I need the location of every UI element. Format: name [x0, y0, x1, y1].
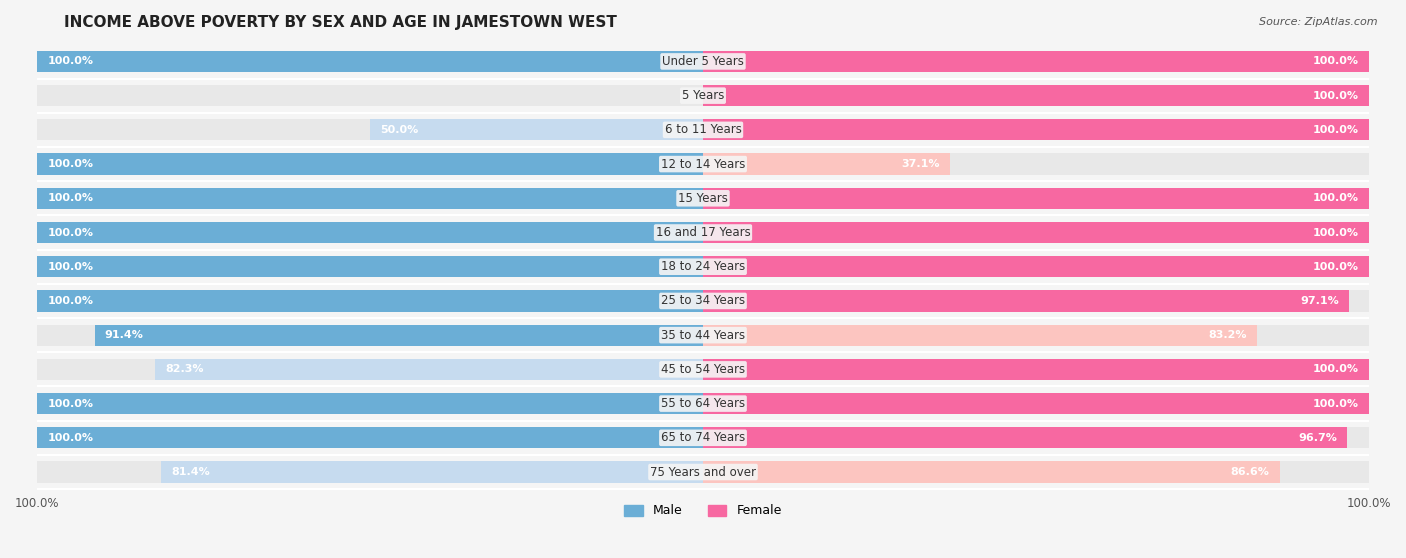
Bar: [703, 153, 950, 175]
Text: 100.0%: 100.0%: [48, 228, 93, 238]
Text: 75 Years and over: 75 Years and over: [650, 465, 756, 479]
Bar: [37, 85, 703, 106]
Bar: [37, 290, 703, 311]
Text: 15 Years: 15 Years: [678, 192, 728, 205]
Text: 100.0%: 100.0%: [1313, 398, 1358, 408]
Text: 86.6%: 86.6%: [1230, 467, 1270, 477]
Text: 18 to 24 Years: 18 to 24 Years: [661, 260, 745, 273]
Text: 97.1%: 97.1%: [1301, 296, 1340, 306]
Text: 100.0%: 100.0%: [48, 193, 93, 203]
Bar: [703, 393, 1369, 414]
Bar: [37, 222, 703, 243]
Bar: [37, 119, 703, 141]
Text: 100.0%: 100.0%: [48, 398, 93, 408]
Bar: [703, 359, 1369, 380]
Bar: [703, 119, 1369, 141]
Text: 16 and 17 Years: 16 and 17 Years: [655, 226, 751, 239]
Text: 100.0%: 100.0%: [48, 56, 93, 66]
Bar: [37, 222, 703, 243]
Bar: [703, 325, 1369, 346]
Text: 100.0%: 100.0%: [1313, 364, 1358, 374]
Text: 6 to 11 Years: 6 to 11 Years: [665, 123, 741, 136]
Bar: [703, 290, 1350, 311]
Bar: [37, 51, 703, 72]
Bar: [703, 393, 1369, 414]
Text: 100.0%: 100.0%: [1313, 228, 1358, 238]
Bar: [37, 256, 703, 277]
Text: 100.0%: 100.0%: [1313, 262, 1358, 272]
Text: 65 to 74 Years: 65 to 74 Years: [661, 431, 745, 444]
Bar: [370, 119, 703, 141]
Bar: [703, 51, 1369, 72]
Bar: [703, 325, 1257, 346]
Text: INCOME ABOVE POVERTY BY SEX AND AGE IN JAMESTOWN WEST: INCOME ABOVE POVERTY BY SEX AND AGE IN J…: [63, 15, 617, 30]
Text: 100.0%: 100.0%: [48, 296, 93, 306]
Bar: [703, 256, 1369, 277]
Bar: [703, 153, 1369, 175]
Text: 100.0%: 100.0%: [48, 159, 93, 169]
Text: 25 to 34 Years: 25 to 34 Years: [661, 295, 745, 307]
Bar: [37, 427, 703, 449]
Bar: [94, 325, 703, 346]
Bar: [703, 256, 1369, 277]
Bar: [37, 187, 703, 209]
Text: 5 Years: 5 Years: [682, 89, 724, 102]
Text: 100.0%: 100.0%: [1313, 90, 1358, 100]
Bar: [37, 393, 703, 414]
Text: 96.7%: 96.7%: [1298, 433, 1337, 443]
Bar: [703, 461, 1369, 483]
Bar: [37, 290, 703, 311]
Bar: [37, 461, 703, 483]
Bar: [703, 359, 1369, 380]
Bar: [703, 119, 1369, 141]
Bar: [162, 461, 703, 483]
Text: 100.0%: 100.0%: [1313, 193, 1358, 203]
Text: 55 to 64 Years: 55 to 64 Years: [661, 397, 745, 410]
Text: 82.3%: 82.3%: [165, 364, 204, 374]
Bar: [703, 85, 1369, 106]
Text: 81.4%: 81.4%: [172, 467, 209, 477]
Bar: [703, 461, 1279, 483]
Bar: [37, 153, 703, 175]
Bar: [37, 359, 703, 380]
Text: Source: ZipAtlas.com: Source: ZipAtlas.com: [1260, 17, 1378, 27]
Bar: [37, 153, 703, 175]
Bar: [37, 51, 703, 72]
Bar: [703, 222, 1369, 243]
Legend: Male, Female: Male, Female: [619, 499, 787, 522]
Text: 50.0%: 50.0%: [380, 125, 419, 135]
Bar: [37, 325, 703, 346]
Bar: [703, 427, 1347, 449]
Text: Under 5 Years: Under 5 Years: [662, 55, 744, 68]
Text: 100.0%: 100.0%: [48, 433, 93, 443]
Bar: [703, 427, 1369, 449]
Bar: [37, 393, 703, 414]
Bar: [703, 51, 1369, 72]
Bar: [37, 427, 703, 449]
Text: 83.2%: 83.2%: [1208, 330, 1247, 340]
Text: 37.1%: 37.1%: [901, 159, 941, 169]
Text: 12 to 14 Years: 12 to 14 Years: [661, 157, 745, 171]
Text: 100.0%: 100.0%: [1313, 56, 1358, 66]
Bar: [155, 359, 703, 380]
Bar: [703, 222, 1369, 243]
Bar: [703, 187, 1369, 209]
Text: 45 to 54 Years: 45 to 54 Years: [661, 363, 745, 376]
Bar: [37, 187, 703, 209]
Text: 91.4%: 91.4%: [104, 330, 143, 340]
Bar: [703, 85, 1369, 106]
Text: 100.0%: 100.0%: [1313, 125, 1358, 135]
Bar: [37, 256, 703, 277]
Text: 100.0%: 100.0%: [48, 262, 93, 272]
Bar: [703, 187, 1369, 209]
Bar: [703, 290, 1369, 311]
Text: 35 to 44 Years: 35 to 44 Years: [661, 329, 745, 341]
